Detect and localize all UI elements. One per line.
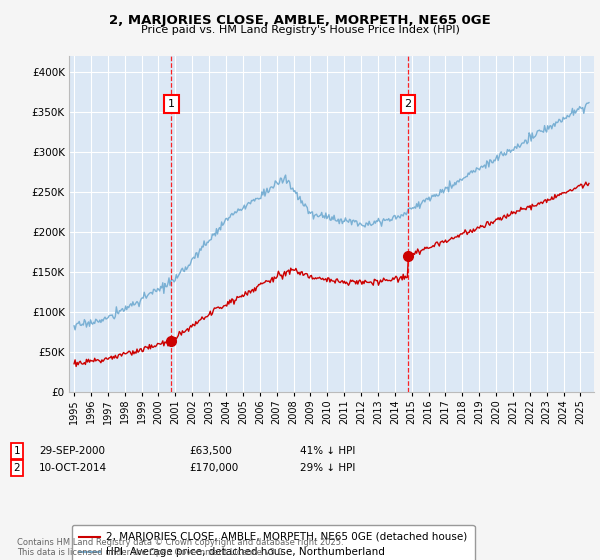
Text: 2: 2 bbox=[13, 463, 20, 473]
Text: 1: 1 bbox=[13, 446, 20, 456]
Text: Price paid vs. HM Land Registry's House Price Index (HPI): Price paid vs. HM Land Registry's House … bbox=[140, 25, 460, 35]
Text: £170,000: £170,000 bbox=[189, 463, 238, 473]
Text: 2: 2 bbox=[404, 99, 412, 109]
Text: 29-SEP-2000: 29-SEP-2000 bbox=[39, 446, 105, 456]
Text: Contains HM Land Registry data © Crown copyright and database right 2025.
This d: Contains HM Land Registry data © Crown c… bbox=[17, 538, 343, 557]
Text: 29% ↓ HPI: 29% ↓ HPI bbox=[300, 463, 355, 473]
Text: 10-OCT-2014: 10-OCT-2014 bbox=[39, 463, 107, 473]
Legend: 2, MARJORIES CLOSE, AMBLE, MORPETH, NE65 0GE (detached house), HPI: Average pric: 2, MARJORIES CLOSE, AMBLE, MORPETH, NE65… bbox=[71, 525, 475, 560]
Text: 41% ↓ HPI: 41% ↓ HPI bbox=[300, 446, 355, 456]
Text: 1: 1 bbox=[167, 99, 175, 109]
Text: £63,500: £63,500 bbox=[189, 446, 232, 456]
Text: 2, MARJORIES CLOSE, AMBLE, MORPETH, NE65 0GE: 2, MARJORIES CLOSE, AMBLE, MORPETH, NE65… bbox=[109, 14, 491, 27]
